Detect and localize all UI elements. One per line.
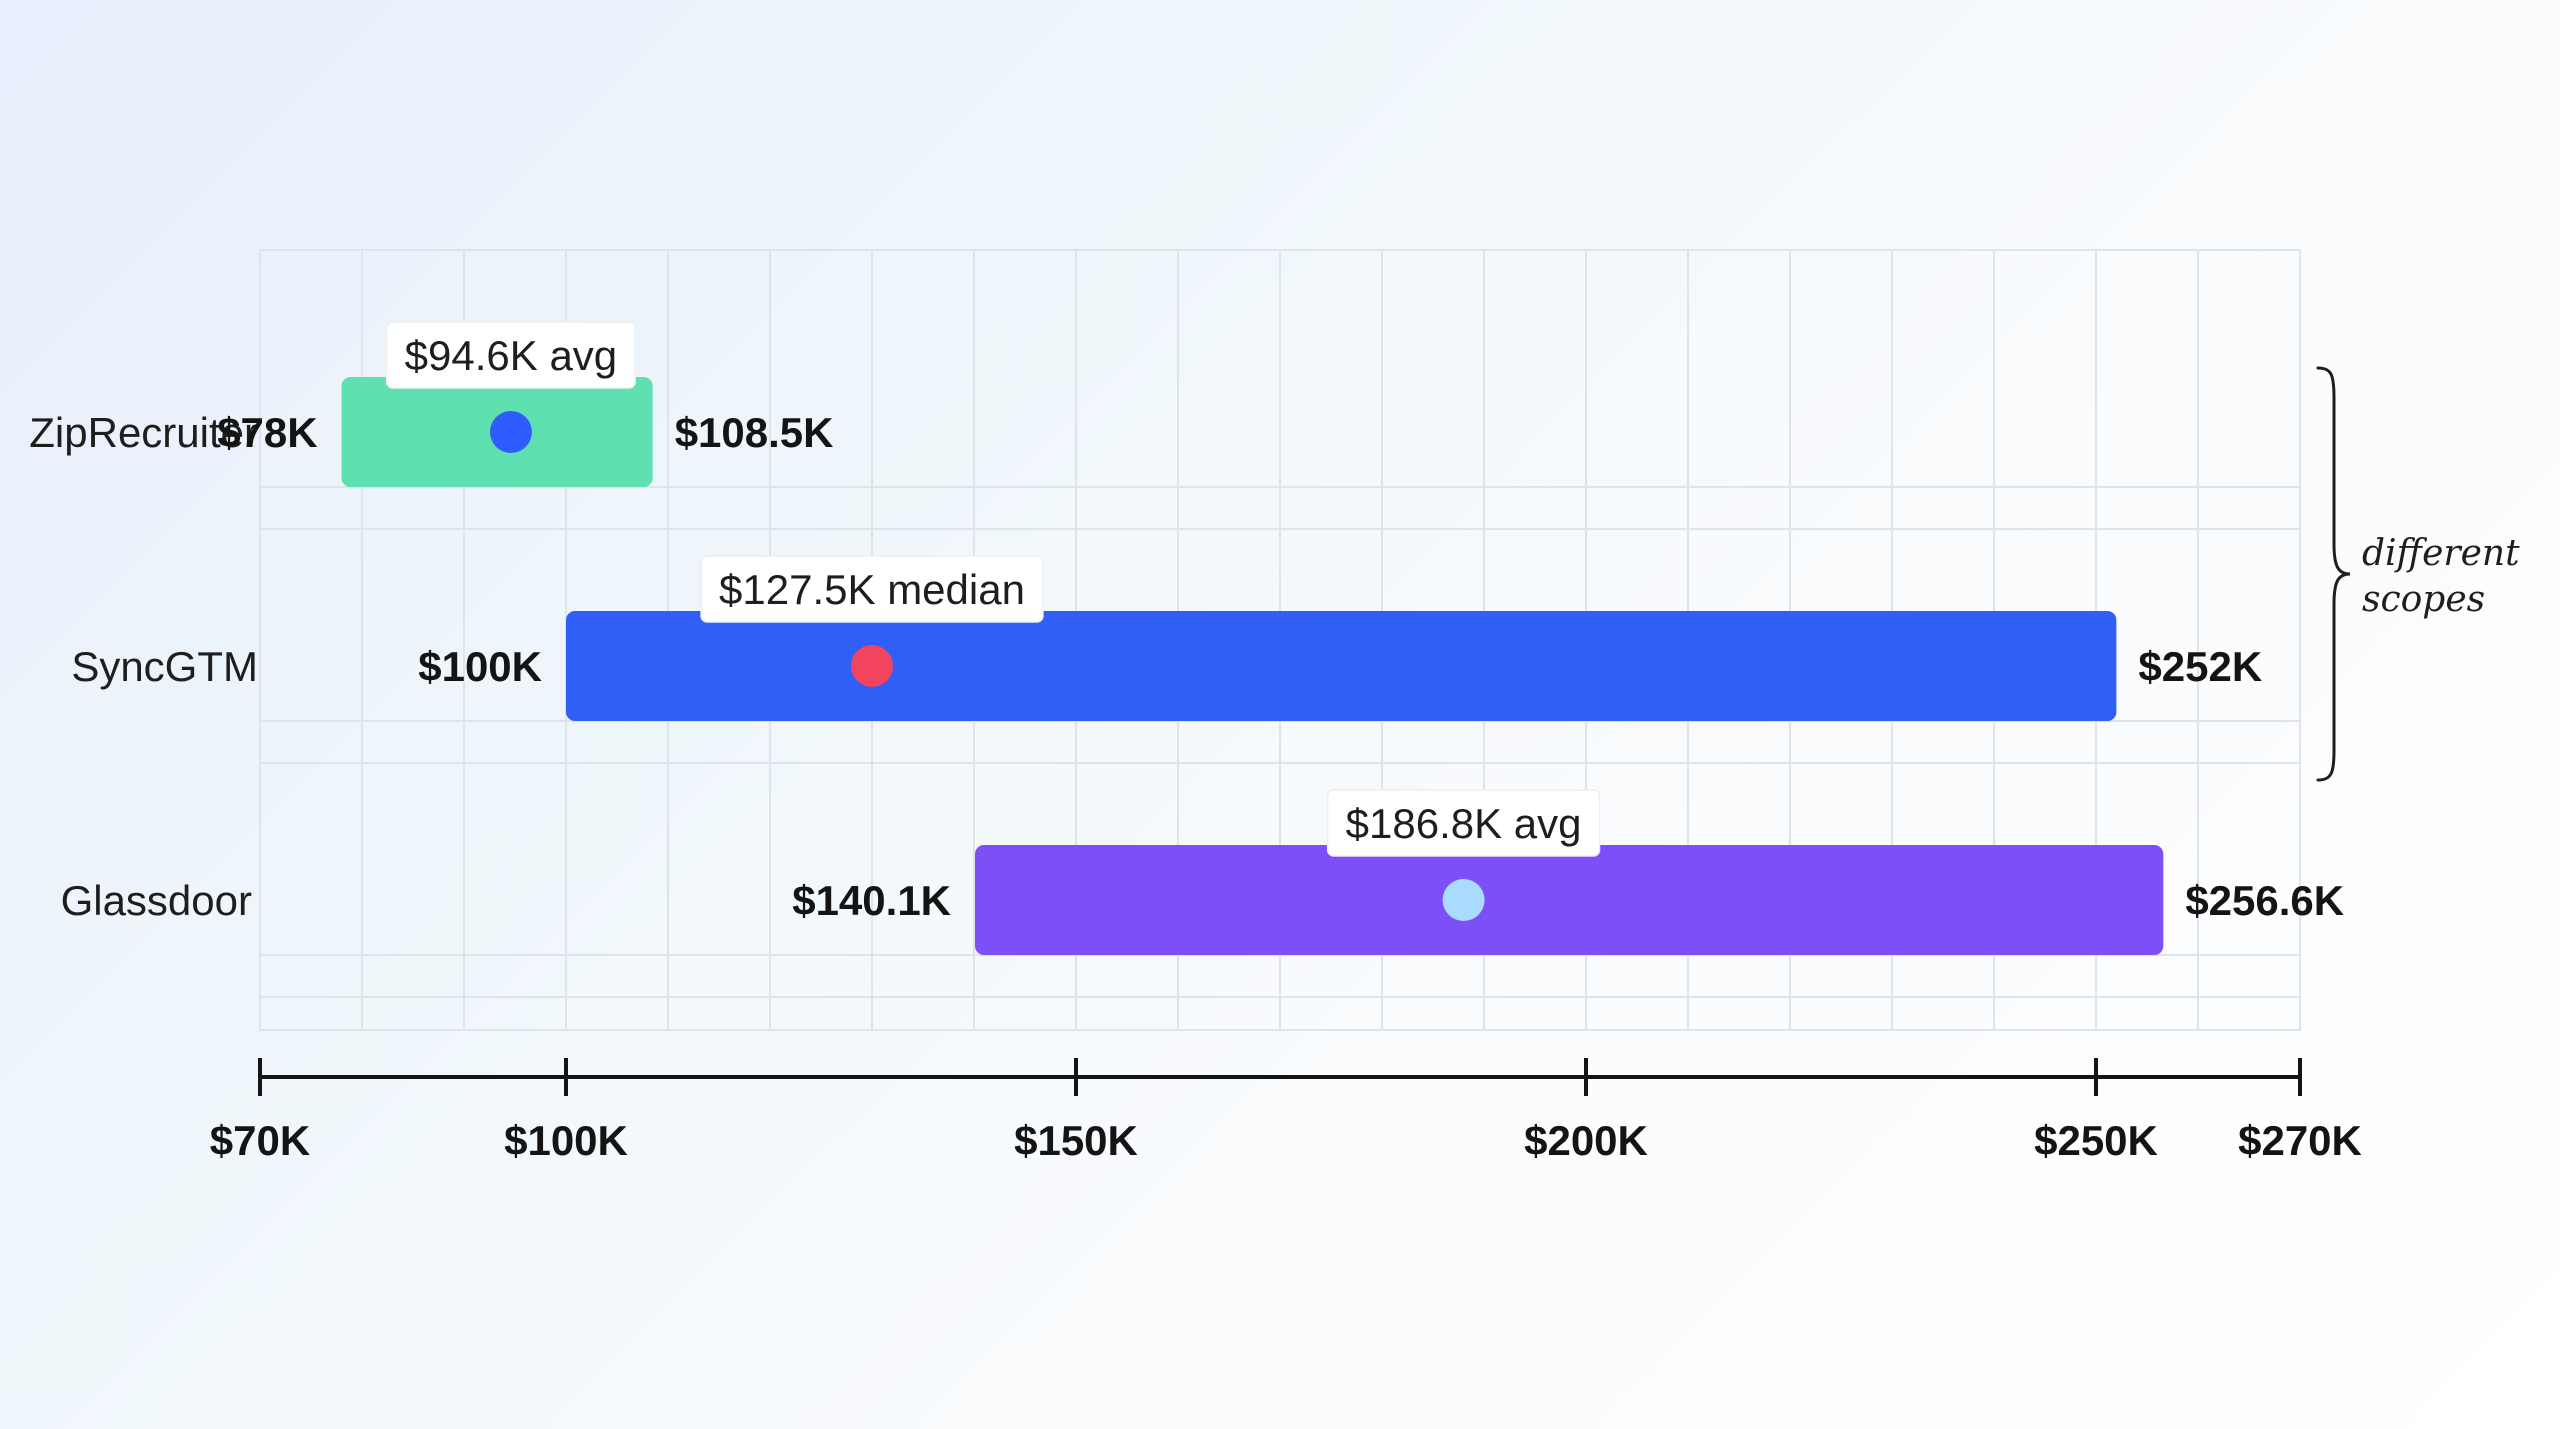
row-ziprecruiter: ZipRecruiter$78K $108.5K $94.6K avg [29,321,834,487]
category-label: ZipRecruiter [29,409,258,456]
row-glassdoor: Glassdoor $140.1K $256.6K $186.8K avg [61,789,2344,955]
annotation-line: scopes [2362,579,2485,620]
max-label: $108.5K [675,409,834,456]
max-label: $256.6K [2185,877,2344,924]
point-callout: $186.8K avg [1326,789,1601,857]
point-marker [489,411,532,453]
tick-label: $70K [210,1117,310,1164]
point-label: $127.5K median [719,566,1025,613]
annotation-line: different [2362,533,2520,574]
chart-rows: ZipRecruiter$78K $108.5K $94.6K avg SyncGTM… [29,321,2344,955]
point-label: $186.8K avg [1346,800,1582,847]
range-bar [566,611,2117,721]
row-syncgtm: SyncGTM $100K $252K $127.5K median [71,555,2262,721]
tick-label: $270K [2238,1117,2362,1164]
point-callout: $94.6K avg [385,321,636,389]
brace [2316,366,2351,782]
point-callout: $127.5K median [700,555,1044,623]
min-label: $140.1K [792,877,951,924]
callout-box [700,555,1044,623]
tick-label: $100K [504,1117,628,1164]
callout-box [385,321,636,389]
point-label: $94.6K avg [405,332,618,379]
callout-box [1326,789,1601,857]
annotation: different scopes [2316,366,2520,782]
tick-label: $250K [2034,1117,2158,1164]
category-label: Glassdoor [61,877,252,924]
min-label: $78K [217,409,317,456]
point-marker [1442,879,1485,921]
max-label: $252K [2138,643,2262,690]
tick-label: $200K [1524,1117,1648,1164]
tick-label: $150K [1014,1117,1138,1164]
range-bar [975,845,2164,955]
x-axis: $70K $100K $150K $200K $250K $270K [210,1058,2362,1164]
category-label: SyncGTM [71,643,258,690]
min-label: $100K [418,643,542,690]
point-marker [851,645,893,687]
